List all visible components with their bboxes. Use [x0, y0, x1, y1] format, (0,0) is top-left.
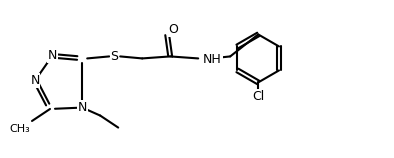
Text: N: N: [30, 74, 40, 87]
Text: NH: NH: [203, 53, 222, 66]
Text: CH₃: CH₃: [9, 124, 30, 134]
Text: N: N: [78, 101, 87, 114]
Text: O: O: [168, 23, 178, 36]
Text: N: N: [48, 49, 57, 62]
Text: Cl: Cl: [252, 90, 264, 103]
Text: S: S: [110, 50, 118, 63]
